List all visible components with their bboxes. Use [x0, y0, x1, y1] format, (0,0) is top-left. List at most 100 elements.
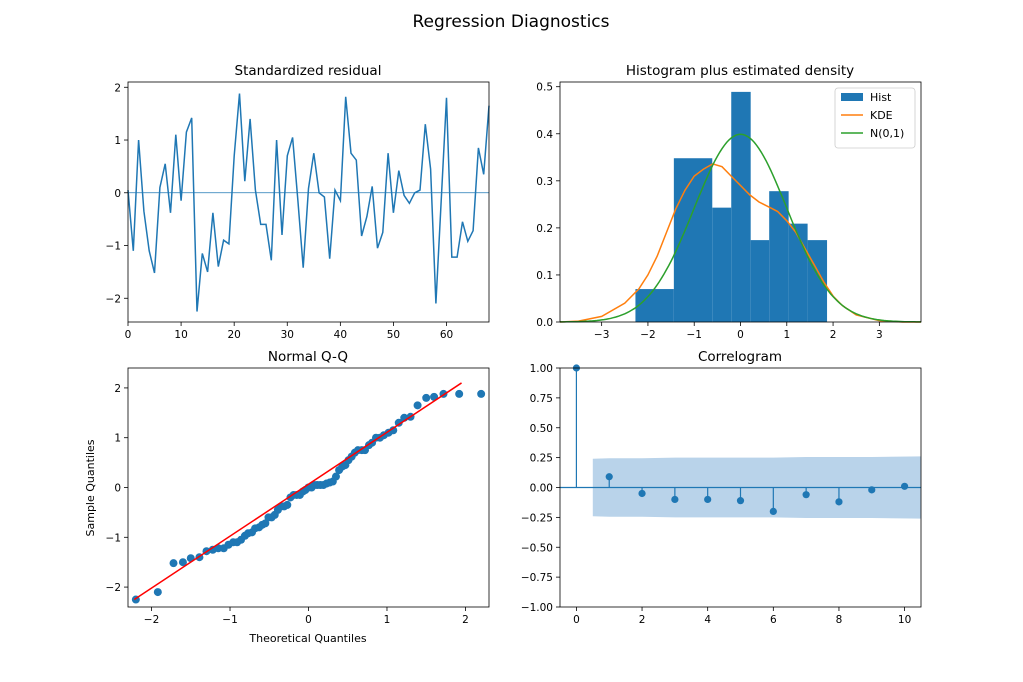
resid-xtick-label: 40	[334, 329, 347, 341]
acf-point	[802, 491, 810, 499]
resid-xtick-label: 30	[281, 329, 294, 341]
acf-ytick-label: −0.25	[521, 512, 553, 524]
hist-bar	[750, 240, 770, 322]
resid-ytick-label: 2	[114, 82, 121, 94]
hist-ytick-label: 0.2	[536, 223, 553, 235]
acf-xtick-label: 8	[836, 614, 843, 626]
acf-point	[868, 486, 876, 494]
resid-ytick-label: 1	[114, 135, 121, 147]
resid-xtick-label: 50	[387, 329, 400, 341]
hist-ytick-label: 0.4	[536, 129, 553, 141]
acf-point	[671, 495, 679, 504]
hist-ytick-label: 0.3	[536, 176, 553, 188]
acf-ytick-label: −1.00	[521, 602, 553, 614]
acf-ytick-label: 0.50	[530, 423, 553, 435]
hist-xtick-label: −1	[686, 329, 701, 341]
acf-xtick-label: 2	[639, 614, 646, 626]
figure-title: Regression Diagnostics	[412, 12, 609, 32]
qq-ytick-label: 2	[114, 383, 121, 395]
hist-ytick-label: 0.1	[536, 270, 553, 282]
qq-ytick-label: −2	[106, 582, 121, 594]
panel-qq: Normal Q-Q Theoretical Quantiles Sample …	[84, 349, 490, 645]
hist-bar	[769, 191, 789, 322]
qq-point	[394, 418, 403, 427]
acf-ytick-label: 0.75	[530, 393, 553, 405]
qq-xtick-label: 0	[305, 614, 312, 626]
panel-correlogram: Correlogram 0 2 4 6 8 10−1.00−0.75−0.50−0.250…	[521, 349, 922, 626]
resid-frame	[127, 81, 490, 323]
legend-hist-label: Hist	[870, 91, 892, 104]
acf-xtick-label: 6	[770, 614, 777, 626]
qq-xtick-label: 1	[384, 614, 391, 626]
legend-hist-swatch	[841, 93, 863, 101]
panel-title-resid: Standardized residual	[235, 63, 382, 79]
acf-point	[605, 473, 613, 481]
qq-ytick-label: −1	[106, 532, 121, 544]
acf-xtick-label: 0	[573, 614, 580, 626]
hist-plot: −3 −2 −1 0 1 2 3 0.0 0.1 0.2 0.3 0.4 0.5 Hist KDE N(0,1…	[536, 81, 922, 341]
qq-xtick-label: −2	[144, 614, 159, 626]
hist-xtick-label: 0	[737, 329, 744, 341]
resid-xtick-label: 0	[125, 329, 132, 341]
acf-point	[638, 489, 646, 498]
resid-xtick-label: 60	[440, 329, 453, 341]
qq-ytick-label: 0	[114, 483, 121, 495]
acf-plot: 0 2 4 6 8 10 −1.00 −0.75 −0.50 −0.25 0.00 0.25 0.50 0…	[521, 363, 922, 626]
acf-xtick-label: 4	[704, 614, 711, 626]
qq-point	[477, 389, 486, 398]
resid-plot: 0 10 20 30 40 50 60 −2 −1 0 1 2	[106, 81, 490, 341]
hist-bar	[673, 158, 713, 322]
qq-point	[331, 472, 340, 481]
hist-bar	[731, 91, 751, 322]
hist-ytick-label: 0.5	[536, 82, 553, 94]
panel-histogram: Histogram plus estimated density −3 −2 −1 0…	[536, 63, 922, 341]
hist-bar	[788, 223, 808, 322]
hist-xtick-label: 3	[876, 329, 883, 341]
resid-xtick-label: 10	[174, 329, 187, 341]
legend-kde-label: KDE	[870, 109, 893, 122]
qq-ylabel: Sample Quantiles	[84, 439, 97, 536]
qq-xlabel: Theoretical Quantiles	[248, 632, 366, 645]
hist-legend: Hist KDE N(0,1)	[834, 87, 916, 149]
hist-xtick-label: −2	[640, 329, 655, 341]
resid-ytick-label: 0	[114, 188, 121, 200]
hist-xtick-label: 1	[783, 329, 790, 341]
qq-point	[261, 519, 270, 528]
qq-point	[214, 544, 223, 553]
qq-point	[455, 389, 464, 398]
hist-ytick-label: 0.0	[536, 317, 553, 329]
qq-point	[153, 588, 162, 597]
qq-point	[422, 393, 431, 402]
resid-series-line	[127, 93, 490, 312]
hist-bar	[635, 289, 674, 322]
qq-reference-line	[133, 382, 462, 601]
acf-ytick-label: 1.00	[530, 363, 553, 375]
acf-point	[769, 507, 777, 515]
qq-xtick-label: 2	[462, 614, 469, 626]
qq-point	[413, 401, 422, 410]
acf-point	[900, 482, 909, 490]
acf-xtick-label: 10	[898, 614, 911, 626]
acf-point	[835, 498, 843, 506]
hist-xtick-label: 2	[830, 329, 837, 341]
panel-title-acf: Correlogram	[698, 349, 782, 365]
legend-normal-label: N(0,1)	[870, 127, 904, 140]
qq-point	[283, 500, 292, 509]
acf-ytick-label: −0.50	[521, 542, 553, 554]
hist-bar	[712, 207, 732, 322]
qq-point	[169, 559, 178, 568]
acf-point	[736, 497, 745, 505]
panel-title-hist: Histogram plus estimated density	[626, 63, 854, 79]
resid-ytick-label: −1	[106, 241, 121, 253]
acf-ytick-label: 0.00	[530, 483, 553, 495]
qq-plot: −2 −1 0 1 2 −2 −1 0 1 2	[106, 367, 490, 626]
acf-ytick-label: 0.25	[530, 453, 553, 465]
panel-title-qq: Normal Q-Q	[268, 349, 348, 365]
qq-xtick-label: −1	[222, 614, 237, 626]
normal-line	[560, 133, 921, 323]
qq-point	[389, 426, 398, 435]
qq-point	[430, 392, 439, 401]
qq-ytick-label: 1	[114, 433, 121, 445]
resid-xtick-label: 20	[227, 329, 240, 341]
